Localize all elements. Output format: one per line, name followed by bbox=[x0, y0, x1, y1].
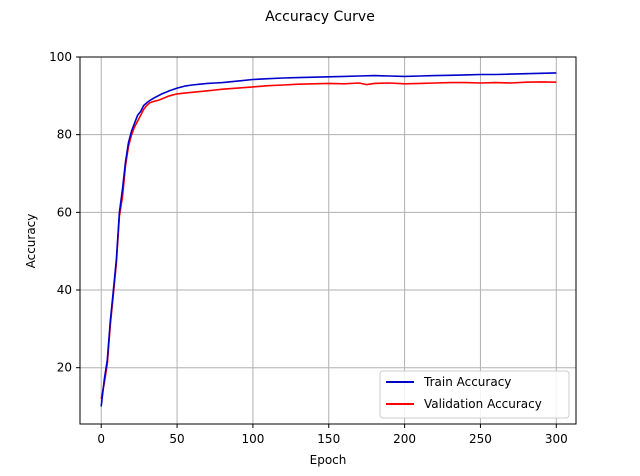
x-tick-label: 100 bbox=[241, 432, 264, 446]
data-series bbox=[100, 72, 557, 407]
y-tick-label: 20 bbox=[57, 361, 72, 375]
legend-box bbox=[379, 370, 570, 419]
x-tick-label: 200 bbox=[393, 432, 416, 446]
y-tick-label: 60 bbox=[57, 205, 72, 219]
x-tick-label: 250 bbox=[469, 432, 492, 446]
x-tick-label: 0 bbox=[97, 432, 105, 446]
legend-label-validation: Validation Accuracy bbox=[424, 397, 542, 411]
grid-lines bbox=[80, 56, 576, 424]
legend: Train Accuracy Validation Accuracy bbox=[379, 370, 570, 419]
train-accuracy-line bbox=[100, 72, 557, 407]
axis-ticks: 0 50 100 150 200 250 300 20 40 60 80 100 bbox=[49, 50, 568, 446]
x-tick-label: 300 bbox=[545, 432, 568, 446]
chart-title: Accuracy Curve bbox=[265, 9, 375, 25]
y-axis-label: Accuracy bbox=[24, 214, 38, 269]
legend-label-train: Train Accuracy bbox=[423, 375, 511, 389]
plot-frame bbox=[79, 56, 577, 425]
y-tick-label: 80 bbox=[57, 128, 72, 142]
x-axis-label: Epoch bbox=[310, 453, 347, 467]
x-tick-label: 150 bbox=[317, 432, 340, 446]
y-tick-label: 100 bbox=[49, 50, 72, 64]
y-tick-label: 40 bbox=[57, 283, 72, 297]
x-tick-label: 50 bbox=[169, 432, 184, 446]
